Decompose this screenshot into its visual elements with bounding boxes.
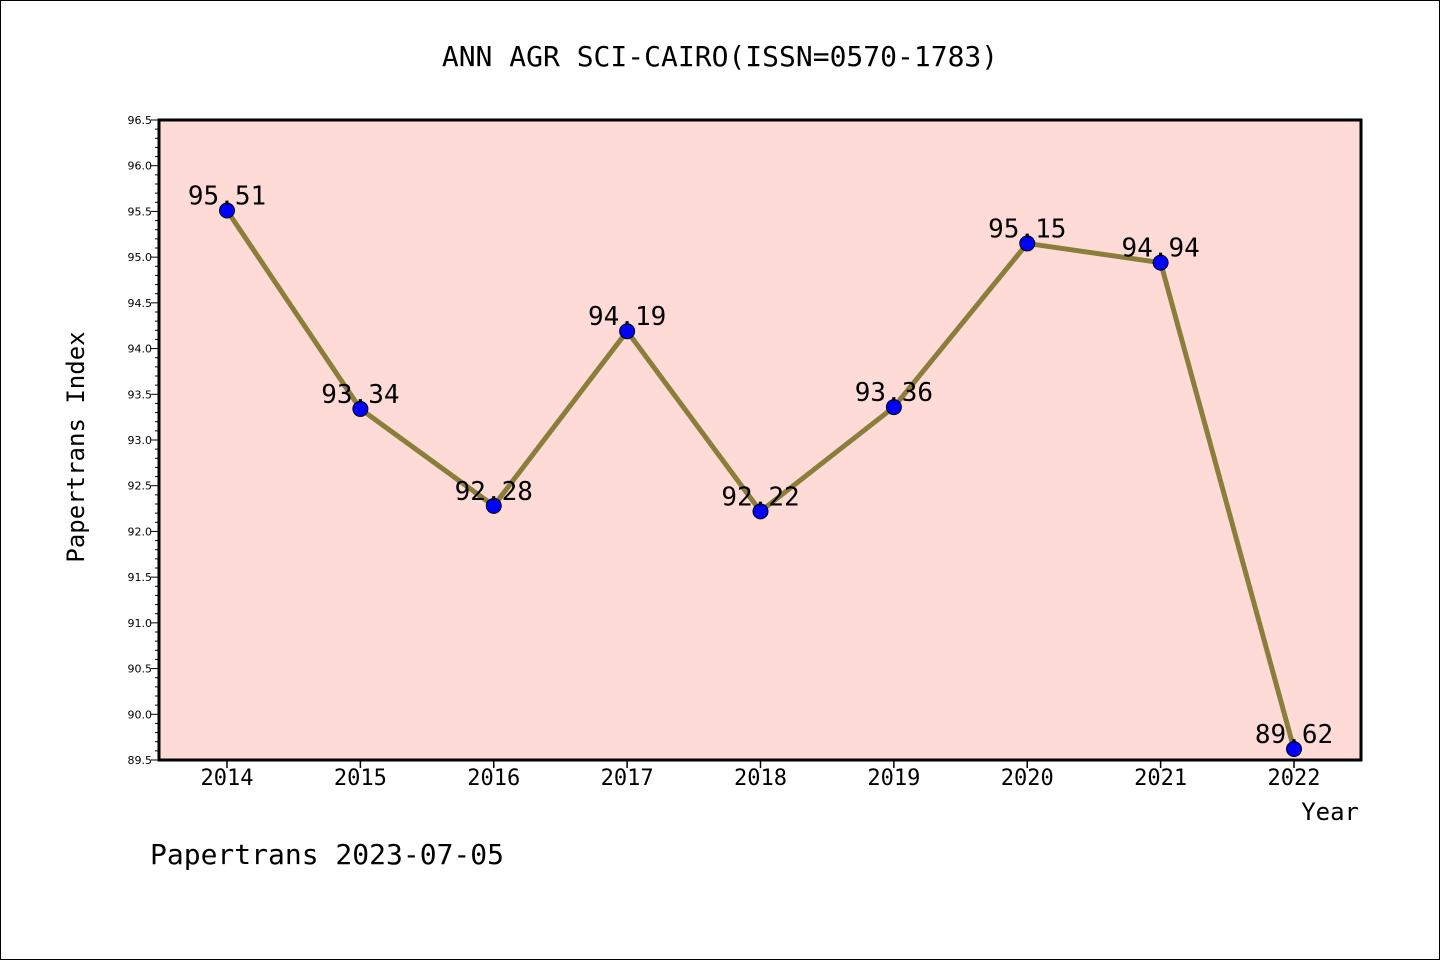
data-point (219, 202, 235, 219)
data-label: 95.51 (188, 182, 266, 212)
data-labels: 95.51 93.34 92.28 94.19 92.22 93.36 95.15 94.94… (188, 182, 1333, 751)
data-point (752, 503, 769, 520)
data-label: 94.19 (588, 302, 666, 332)
y-tick-label: 95.5 (128, 205, 153, 218)
data-label: 93.36 (855, 378, 933, 408)
x-tick-label: 2014 (201, 766, 254, 791)
x-tick-label: 2021 (1134, 766, 1187, 791)
x-tick-label: 2022 (1268, 766, 1321, 791)
y-tick-label: 94.5 (128, 297, 153, 310)
data-point (1019, 235, 1036, 252)
y-tick-label: 95.0 (128, 251, 153, 264)
data-point (485, 497, 502, 514)
x-axis-label: Year (1301, 798, 1359, 826)
y-tick-label: 96.5 (128, 114, 153, 127)
y-tick-label: 93.0 (128, 434, 153, 447)
data-point (1152, 254, 1169, 271)
y-tick-label: 92.0 (128, 525, 153, 538)
data-label: 92.22 (721, 482, 799, 512)
data-label: 94.94 (1121, 234, 1199, 264)
x-tick-label: 2015 (334, 766, 387, 791)
data-label: 95.15 (988, 214, 1066, 244)
y-tick-label: 90.5 (128, 663, 153, 676)
plot-area (157, 118, 1363, 762)
x-tick-label: 2016 (467, 766, 520, 791)
data-label: 89.62 (1255, 720, 1333, 750)
y-tick-label: 90.0 (128, 708, 153, 721)
y-tick-label: 91.0 (128, 617, 153, 630)
x-tick-label: 2017 (601, 766, 654, 791)
data-label: 92.28 (455, 477, 533, 507)
x-tick-label: 2018 (734, 766, 787, 791)
y-tick-label: 91.5 (128, 571, 153, 584)
data-point (885, 399, 902, 416)
footer-text: Papertrans 2023-07-05 (150, 838, 504, 871)
data-label: 93.34 (321, 380, 399, 410)
y-tick-label: 93.5 (128, 388, 153, 401)
y-axis: 89.5 90.0 90.5 91.0 91.5 92.0 92.5 93.0 93.5 94.0… (128, 114, 159, 767)
y-axis-label: Papertrans Index (62, 331, 90, 562)
y-tick-label: 96.0 (128, 160, 153, 173)
data-point (352, 400, 369, 417)
y-tick-label: 89.5 (128, 754, 153, 767)
y-tick-label: 94.0 (128, 343, 153, 356)
data-point (1286, 741, 1302, 758)
chart-title: ANN AGR SCI-CAIRO(ISSN=0570-1783) (442, 40, 998, 73)
x-axis: 2014 2015 2016 2017 2018 2019 2020 2021 2022 (201, 760, 1321, 791)
x-tick-label: 2019 (867, 766, 920, 791)
y-tick-label: 92.5 (128, 480, 153, 493)
x-tick-label: 2020 (1001, 766, 1054, 791)
series-markers (219, 202, 1302, 758)
data-point (619, 323, 636, 340)
